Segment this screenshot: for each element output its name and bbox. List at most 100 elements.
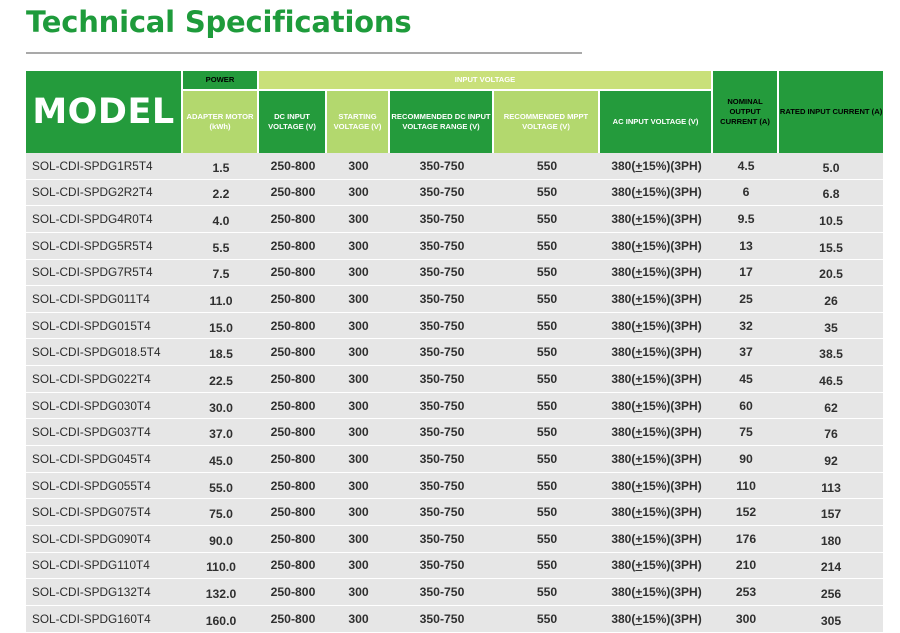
cell-rated-current: 256 [779, 579, 884, 606]
cell-recommended-range: 350-750 [390, 312, 494, 340]
cell-nominal-current: 25 [713, 286, 780, 313]
cell-recommended-range: 350-750 [390, 525, 494, 553]
cell-dc-input-voltage: 250-800 [259, 499, 327, 526]
cell-rated-current: 76 [779, 419, 884, 447]
cell-ac-input-voltage: 380(+15%)(3PH) [600, 339, 714, 367]
cell-rated-current: 26 [779, 286, 884, 313]
table-row: SOL-CDI-SPDG160T4 160.0 250-800 300 350-750 5… [26, 605, 884, 633]
cell-ac-input-voltage: 380(+15%)(3PH) [600, 605, 714, 633]
cell-nominal-current: 152 [713, 499, 780, 526]
cell-nominal-current: 253 [713, 579, 780, 606]
cell-power: 5.5 [183, 232, 259, 260]
cell-mppt-voltage: 550 [494, 446, 600, 473]
header-nominal-output-current: NOMINAL OUTPUT CURRENT (A) [713, 71, 780, 153]
cell-nominal-current: 32 [713, 312, 780, 340]
cell-rated-current: 38.5 [779, 339, 884, 367]
cell-rated-current: 35 [779, 312, 884, 340]
cell-power: 75.0 [183, 499, 259, 526]
cell-ac-input-voltage: 380(+15%)(3PH) [600, 259, 714, 287]
cell-starting-voltage: 300 [327, 366, 390, 393]
header-dc-input-voltage: DC INPUT VOLTAGE (V) [259, 89, 327, 153]
cell-power: 22.5 [183, 366, 259, 393]
cell-rated-current: 214 [779, 552, 884, 580]
specifications-table: MODEL POWER INPUT VOLTAGE NOMINAL OUTPUT… [26, 71, 884, 633]
header-adapter-motor: ADAPTER MOTOR (kWh) [183, 89, 259, 153]
table-row: SOL-CDI-SPDG045T4 45.0 250-800 300 350-750 55… [26, 446, 884, 473]
cell-rated-current: 10.5 [779, 206, 884, 233]
cell-rated-current: 6.8 [779, 179, 884, 207]
cell-ac-input-voltage: 380(+15%)(3PH) [600, 286, 714, 313]
cell-power: 7.5 [183, 259, 259, 287]
cell-power: 45.0 [183, 446, 259, 473]
table-row: SOL-CDI-SPDG090T4 90.0 250-800 300 350-750 55… [26, 525, 884, 553]
cell-nominal-current: 110 [713, 472, 780, 500]
cell-recommended-range: 350-750 [390, 419, 494, 447]
header-starting-voltage: STARTING VOLTAGE (V) [327, 89, 390, 153]
cell-model: SOL-CDI-SPDG2R2T4 [26, 179, 183, 207]
cell-nominal-current: 45 [713, 366, 780, 393]
cell-starting-voltage: 300 [327, 392, 390, 420]
cell-ac-input-voltage: 380(+15%)(3PH) [600, 206, 714, 233]
cell-recommended-range: 350-750 [390, 579, 494, 606]
cell-recommended-range: 350-750 [390, 392, 494, 420]
table-row: SOL-CDI-SPDG015T4 15.0 250-800 300 350-750 55… [26, 312, 884, 340]
cell-model: SOL-CDI-SPDG045T4 [26, 446, 183, 473]
cell-ac-input-voltage: 380(+15%)(3PH) [600, 419, 714, 447]
cell-starting-voltage: 300 [327, 232, 390, 260]
cell-ac-input-voltage: 380(+15%)(3PH) [600, 446, 714, 473]
cell-dc-input-voltage: 250-800 [259, 339, 327, 367]
cell-starting-voltage: 300 [327, 339, 390, 367]
cell-dc-input-voltage: 250-800 [259, 232, 327, 260]
cell-power: 37.0 [183, 419, 259, 447]
cell-dc-input-voltage: 250-800 [259, 179, 327, 207]
cell-starting-voltage: 300 [327, 525, 390, 553]
cell-starting-voltage: 300 [327, 499, 390, 526]
header-model: MODEL [26, 71, 183, 153]
cell-dc-input-voltage: 250-800 [259, 605, 327, 633]
table-row: SOL-CDI-SPDG011T4 11.0 250-800 300 350-750 55… [26, 286, 884, 313]
cell-ac-input-voltage: 380(+15%)(3PH) [600, 579, 714, 606]
cell-dc-input-voltage: 250-800 [259, 446, 327, 473]
cell-mppt-voltage: 550 [494, 286, 600, 313]
cell-nominal-current: 6 [713, 179, 780, 207]
cell-starting-voltage: 300 [327, 286, 390, 313]
cell-nominal-current: 9.5 [713, 206, 780, 233]
cell-dc-input-voltage: 250-800 [259, 525, 327, 553]
cell-model: SOL-CDI-SPDG037T4 [26, 419, 183, 447]
cell-dc-input-voltage: 250-800 [259, 206, 327, 233]
cell-model: SOL-CDI-SPDG015T4 [26, 312, 183, 340]
cell-starting-voltage: 300 [327, 419, 390, 447]
cell-dc-input-voltage: 250-800 [259, 286, 327, 313]
cell-nominal-current: 4.5 [713, 153, 780, 180]
table-row: SOL-CDI-SPDG022T4 22.5 250-800 300 350-750 55… [26, 366, 884, 393]
cell-ac-input-voltage: 380(+15%)(3PH) [600, 153, 714, 180]
cell-starting-voltage: 300 [327, 259, 390, 287]
cell-power: 110.0 [183, 552, 259, 580]
cell-power: 132.0 [183, 579, 259, 606]
cell-starting-voltage: 300 [327, 446, 390, 473]
cell-mppt-voltage: 550 [494, 472, 600, 500]
cell-dc-input-voltage: 250-800 [259, 392, 327, 420]
cell-power: 30.0 [183, 392, 259, 420]
cell-dc-input-voltage: 250-800 [259, 419, 327, 447]
table-row: SOL-CDI-SPDG110T4 110.0 250-800 300 350-750 5… [26, 552, 884, 580]
cell-rated-current: 305 [779, 605, 884, 633]
table-row: SOL-CDI-SPDG037T4 37.0 250-800 300 350-750 55… [26, 419, 884, 447]
cell-dc-input-voltage: 250-800 [259, 552, 327, 580]
cell-recommended-range: 350-750 [390, 259, 494, 287]
cell-model: SOL-CDI-SPDG018.5T4 [26, 339, 183, 367]
cell-mppt-voltage: 550 [494, 525, 600, 553]
cell-ac-input-voltage: 380(+15%)(3PH) [600, 472, 714, 500]
cell-mppt-voltage: 550 [494, 579, 600, 606]
cell-mppt-voltage: 550 [494, 232, 600, 260]
cell-model: SOL-CDI-SPDG011T4 [26, 286, 183, 313]
cell-mppt-voltage: 550 [494, 312, 600, 340]
cell-nominal-current: 210 [713, 552, 780, 580]
cell-power: 55.0 [183, 472, 259, 500]
header-rated-input-current: RATED INPUT CURRENT (A) [779, 71, 884, 153]
cell-power: 1.5 [183, 153, 259, 180]
cell-rated-current: 113 [779, 472, 884, 500]
table-row: SOL-CDI-SPDG030T4 30.0 250-800 300 350-750 55… [26, 392, 884, 420]
table-row: SOL-CDI-SPDG132T4 132.0 250-800 300 350-750 5… [26, 579, 884, 606]
title-divider [26, 52, 582, 54]
